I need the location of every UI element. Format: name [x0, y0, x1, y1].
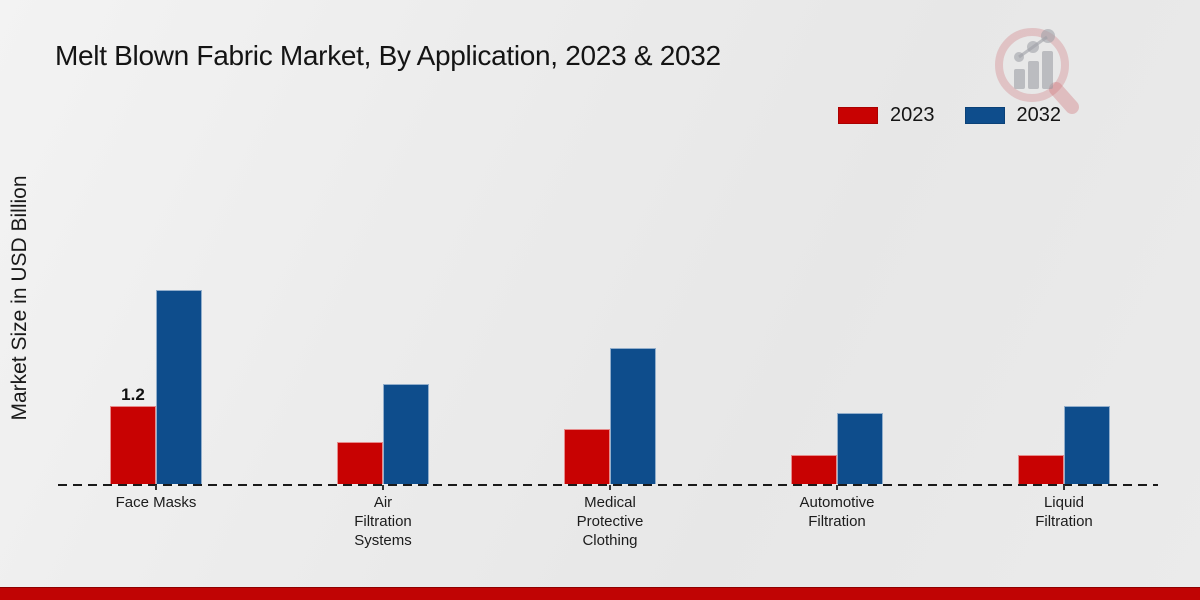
x-axis-tick-liquid-filtration — [1063, 485, 1065, 490]
legend-swatch-2032 — [964, 107, 1005, 124]
category-label-line: Protective — [576, 513, 644, 530]
category-label-air-filtration-systems: Air Filtration Systems — [303, 493, 463, 550]
category-label-liquid-filtration: Liquid Filtration — [984, 493, 1144, 531]
bar-2023-liquid-filtration — [1018, 455, 1064, 484]
legend: 2023 2032 — [838, 104, 1061, 127]
legend-label-2023: 2023 — [890, 104, 935, 126]
category-label-line: Face Masks — [115, 494, 197, 511]
category-label-face-masks: Face Masks — [76, 493, 236, 512]
legend-swatch-2023 — [838, 107, 878, 124]
category-label-line: Automotive — [799, 494, 875, 511]
category-label-line: Systems — [354, 532, 412, 549]
bar-2032-face-masks — [156, 290, 202, 484]
bar-2023-medical-protective-clothing — [564, 429, 610, 484]
category-label-line: Filtration — [1035, 513, 1093, 530]
category-label-line: Medical — [584, 494, 636, 511]
bar-2023-air-filtration-systems — [337, 442, 383, 484]
x-axis-tick-face-masks — [155, 485, 157, 490]
x-axis-tick-air-filtration-systems — [382, 485, 384, 490]
footer-stripe — [0, 587, 1200, 600]
category-label-line: Filtration — [808, 513, 866, 530]
x-axis-tick-automotive-filtration — [836, 485, 838, 490]
legend-item-2032: 2032 — [964, 104, 1062, 127]
category-label-automotive-filtration: Automotive Filtration — [757, 493, 917, 531]
bar-2032-air-filtration-systems — [383, 384, 429, 484]
category-label-medical-protective-clothing: Medical Protective Clothing — [530, 493, 690, 550]
category-label-line: Air — [373, 494, 393, 511]
y-axis-label: Market Size in USD Billion — [8, 175, 31, 421]
bar-2032-medical-protective-clothing — [610, 348, 656, 484]
category-label-line: Liquid — [1043, 494, 1085, 511]
x-axis-baseline — [58, 484, 1158, 486]
legend-label-2032: 2032 — [1016, 104, 1062, 126]
category-label-line: Filtration — [354, 513, 412, 530]
bar-2023-automotive-filtration — [791, 455, 837, 484]
bar-2032-liquid-filtration — [1064, 406, 1110, 484]
chart-title: Melt Blown Fabric Market, By Application… — [55, 40, 721, 71]
category-label-line: Clothing — [582, 532, 638, 549]
legend-item-2023: 2023 — [838, 104, 935, 127]
magnifier-bar-chart-icon — [995, 28, 1079, 114]
bar-value-label: 1.2 — [121, 385, 145, 404]
bar-2023-face-masks — [110, 406, 156, 484]
bar-2032-automotive-filtration — [837, 413, 883, 484]
x-axis-tick-medical-protective-clothing — [609, 485, 611, 490]
